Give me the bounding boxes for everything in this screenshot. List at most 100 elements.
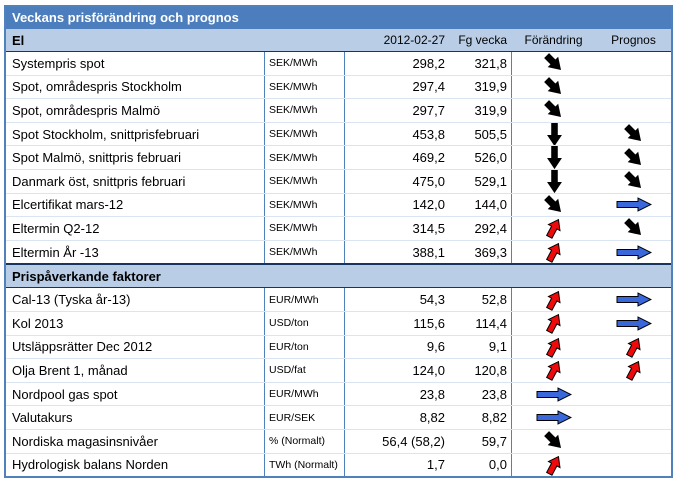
- el-rows-container: Systempris spot SEK/MWh 298,2 321,8 Spot, om…: [6, 52, 671, 264]
- row-prev-week-value: 0,0: [488, 457, 507, 473]
- table-row: Kol 2013 USD/ton 115,6 114,4: [6, 310, 671, 335]
- row-current-value: 23,8: [344, 382, 449, 406]
- row-prev-week-value: 59,7: [481, 433, 507, 449]
- table-row: Eltermin År -13 SEK/MWh 388,1 369,3: [6, 239, 671, 264]
- row-unit: EUR/ton: [264, 335, 344, 359]
- row-current-value: 453,8: [344, 122, 449, 146]
- row-label: Cal-13 (Tyska år-13): [12, 292, 131, 308]
- column-header-change: Förändring: [524, 33, 583, 47]
- row-change-cell: [511, 217, 596, 240]
- row-current-value: 1,7: [344, 453, 449, 477]
- row-change-cell: [511, 52, 596, 75]
- down-right-arrow-icon: [543, 76, 565, 98]
- down-right-arrow-icon: [543, 194, 565, 216]
- up-right-arrow-icon: [544, 217, 564, 240]
- down-arrow-icon: [546, 122, 562, 146]
- row-current-value: 56,4 (58,2): [344, 429, 449, 453]
- row-forecast-cell: [596, 241, 671, 264]
- row-label: Nordiska magasinsnivåer: [12, 433, 158, 449]
- row-unit: USD/ton: [264, 311, 344, 335]
- table-row: Spot Malmö, snittpris februari SEK/MWh 469…: [6, 145, 671, 169]
- row-unit: SEK/MWh: [264, 146, 344, 169]
- row-current-value: 8,82: [344, 406, 449, 429]
- row-label: Spot Stockholm, snittprisfebruari: [12, 126, 200, 142]
- row-current-value: 297,7: [344, 99, 449, 122]
- down-arrow-icon: [546, 169, 562, 193]
- row-change-cell: [511, 146, 596, 169]
- row-unit: SEK/MWh: [264, 52, 344, 75]
- row-label: Nordpool gas spot: [12, 386, 118, 402]
- row-forecast-cell: [596, 194, 671, 217]
- table-row: Spot, områdespris Stockholm SEK/MWh 297,4 3…: [6, 74, 671, 99]
- row-change-cell: [511, 453, 596, 477]
- row-prev-week-value: 319,9: [474, 102, 507, 118]
- row-label: Elcertifikat mars-12: [12, 197, 124, 213]
- down-right-arrow-icon: [543, 99, 565, 121]
- row-unit: SEK/MWh: [264, 122, 344, 146]
- row-change-cell: [511, 122, 596, 146]
- table-row: Valutakurs EUR/SEK 8,82 8,82: [6, 405, 671, 429]
- row-prev-week-value: 321,8: [474, 55, 507, 71]
- row-label: Eltermin Q2-12: [12, 220, 100, 236]
- row-change-cell: [511, 240, 596, 264]
- row-prev-week-value: 23,8: [481, 386, 507, 402]
- row-current-value: 297,4: [344, 75, 449, 99]
- up-right-arrow-icon: [544, 454, 564, 476]
- row-forecast-cell: [596, 99, 671, 122]
- table-row: Nordiska magasinsnivåer % (Normalt) 56,4 (…: [6, 428, 671, 453]
- up-right-arrow-icon: [544, 312, 564, 335]
- down-right-arrow-icon: [623, 123, 645, 145]
- table-row: Spot Stockholm, snittprisfebruari SEK/MWh…: [6, 121, 671, 146]
- right-arrow-icon: [536, 386, 572, 402]
- row-current-value: 115,6: [344, 311, 449, 335]
- down-right-arrow-icon: [543, 430, 565, 452]
- table-title: Veckans prisförändring och prognos: [6, 7, 671, 29]
- row-current-value: 469,2: [344, 146, 449, 169]
- row-change-cell: [511, 382, 596, 406]
- section-header-factors: Prispåverkande faktorer: [6, 263, 671, 289]
- row-current-value: 298,2: [344, 52, 449, 75]
- row-forecast-cell: [596, 383, 671, 406]
- row-current-value: 142,0: [344, 193, 449, 217]
- row-current-value: 314,5: [344, 217, 449, 240]
- row-forecast-cell: [596, 76, 671, 99]
- row-unit: SEK/MWh: [264, 169, 344, 193]
- row-forecast-cell: [596, 52, 671, 75]
- right-arrow-icon: [616, 197, 652, 213]
- row-label: Valutakurs: [12, 410, 73, 426]
- down-right-arrow-icon: [623, 147, 645, 169]
- row-prev-week-value: 114,4: [475, 315, 507, 331]
- down-right-arrow-icon: [543, 52, 565, 74]
- section-name: Prispåverkande faktorer: [12, 268, 161, 284]
- up-right-arrow-icon: [544, 289, 564, 311]
- row-unit: SEK/MWh: [264, 217, 344, 240]
- row-current-value: 9,6: [344, 335, 449, 359]
- row-change-cell: [511, 288, 596, 311]
- up-right-arrow-icon: [624, 336, 644, 358]
- row-unit: SEK/MWh: [264, 75, 344, 99]
- row-prev-week-value: 526,0: [474, 150, 507, 166]
- column-header-date: 2012-02-27: [383, 33, 445, 47]
- row-prev-week-value: 8,82: [481, 410, 507, 426]
- row-label: Hydrologisk balans Norden: [12, 457, 169, 473]
- weekly-price-table: Veckans prisförändring och prognos El 20…: [4, 5, 673, 478]
- row-forecast-cell: [596, 146, 671, 169]
- row-forecast-cell: [596, 123, 671, 146]
- row-unit: EUR/SEK: [264, 406, 344, 429]
- table-row: Danmark öst, snittpris februari SEK/MWh 47…: [6, 168, 671, 193]
- column-header-forecast: Prognos: [611, 33, 656, 47]
- row-unit: EUR/MWh: [264, 288, 344, 311]
- row-unit: SEK/MWh: [264, 240, 344, 264]
- row-change-cell: [511, 169, 596, 193]
- row-change-cell: [511, 359, 596, 382]
- row-label: Danmark öst, snittpris februari: [12, 173, 186, 189]
- row-label: Olja Brent 1, månad: [12, 362, 128, 378]
- row-unit: USD/fat: [264, 359, 344, 382]
- up-right-arrow-icon: [544, 359, 564, 382]
- row-forecast-cell: [596, 454, 671, 477]
- column-header-prev-week: Fg vecka: [458, 33, 507, 47]
- up-right-arrow-icon: [624, 359, 644, 382]
- row-unit: SEK/MWh: [264, 99, 344, 122]
- up-right-arrow-icon: [544, 336, 564, 358]
- row-label: Systempris spot: [12, 55, 105, 71]
